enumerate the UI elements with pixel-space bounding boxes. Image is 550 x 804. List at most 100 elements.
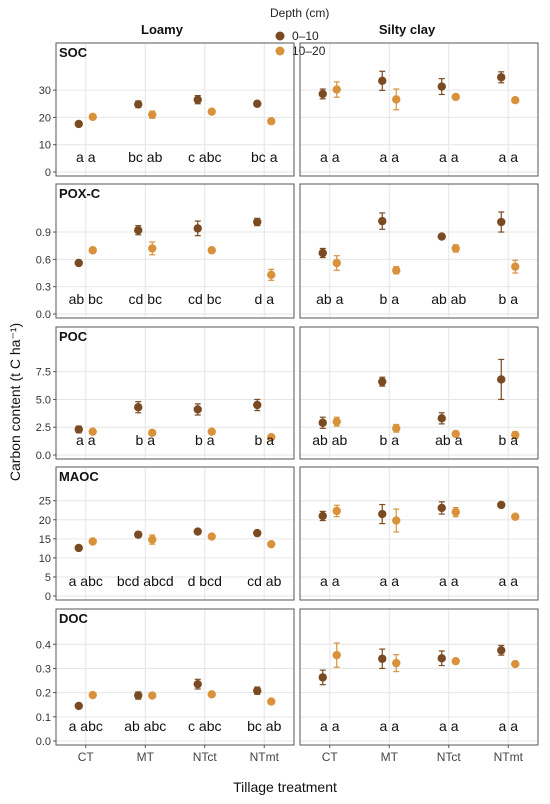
y-tick-label: 15: [39, 534, 51, 546]
row-label-soc: SOC: [59, 45, 88, 60]
data-point: [497, 375, 506, 384]
panel-maoc-loamy: 0 5 10 15 20 25 MAOC a abc bcd abcd d bcd cd ab: [39, 466, 295, 603]
data-point: [378, 76, 387, 86]
data-point: [437, 654, 446, 663]
significance-letters: a a: [76, 149, 96, 165]
significance-letters: a a: [320, 149, 340, 165]
y-tick-label: 0.3: [36, 282, 51, 294]
significance-letters: a a: [499, 573, 519, 589]
data-point: [88, 246, 97, 255]
y-tick-label: 5: [45, 572, 51, 584]
data-point: [253, 400, 262, 410]
significance-letters: a a: [380, 718, 400, 734]
significance-letters: ab ab: [431, 291, 466, 307]
data-point: [207, 246, 216, 255]
data-point: [148, 691, 157, 700]
data-point: [253, 686, 262, 695]
significance-letters: a a: [499, 718, 519, 734]
significance-letters: d bcd: [188, 573, 222, 589]
data-point: [134, 691, 143, 700]
data-point: [511, 512, 520, 521]
panel-poc-loamy: 0.0 2.5 5.0 7.5 POC a a b a b a b a: [36, 326, 295, 462]
y-tick-label: 7.5: [36, 367, 51, 379]
y-tick-label: 0.4: [36, 639, 51, 651]
data-point: [193, 679, 202, 689]
data-point: [148, 110, 157, 119]
data-point: [318, 418, 327, 427]
data-point: [267, 539, 276, 549]
legend-title: Depth (cm): [270, 6, 329, 20]
panel-frame: [55, 326, 295, 460]
significance-letters: a a: [439, 149, 459, 165]
panel-soc-loamy: 0 10 20 30 SOC a a bc ab c abc bc a: [39, 42, 295, 179]
data-point: [332, 506, 341, 516]
data-point: [148, 244, 157, 253]
significance-letters: bc ab: [128, 149, 162, 165]
panel-pox-c-loamy: 0.0 0.3 0.6 0.9 POX-C ab bc cd bc cd bc d a: [36, 183, 295, 321]
data-point: [74, 425, 83, 434]
data-point: [253, 217, 262, 227]
y-tick-label: 10: [39, 553, 51, 565]
data-point: [267, 117, 276, 126]
x-axis-label: Tillage treatment: [233, 779, 337, 795]
y-axis-label: Carbon content (t C ha⁻¹): [7, 323, 23, 481]
panel-frame: [299, 42, 539, 177]
x-tick-label: MT: [137, 750, 155, 764]
panel-doc-loamy: 0.0 0.1 0.2 0.3 0.4 DOC a abc ab abc c abc bc ab C…: [36, 608, 295, 764]
data-point: [134, 403, 143, 412]
legend: Depth (cm) 0–10 10–20: [270, 6, 329, 58]
legend-label-0-10: 0–10: [292, 29, 319, 43]
data-point: [267, 433, 276, 442]
data-point: [134, 530, 143, 539]
significance-letters: a abc: [69, 718, 103, 734]
data-point: [511, 430, 520, 440]
panel-frame: [299, 466, 539, 601]
data-point: [193, 95, 202, 104]
y-tick-label: 0.6: [36, 254, 51, 266]
data-point: [88, 537, 97, 546]
data-point: [451, 507, 460, 517]
data-point: [511, 262, 520, 271]
data-point: [437, 414, 446, 423]
data-point: [207, 690, 216, 699]
x-tick-label: NTmt: [494, 750, 524, 764]
significance-letters: a abc: [69, 573, 103, 589]
significance-letters: b a: [136, 432, 156, 448]
significance-letters: b a: [499, 432, 519, 448]
significance-letters: b a: [380, 432, 400, 448]
y-tick-label: 20: [39, 515, 51, 527]
data-point: [207, 532, 216, 541]
y-tick-label: 0.0: [36, 309, 51, 321]
panel-frame: [299, 183, 539, 319]
legend-swatch-10-20: [275, 46, 285, 56]
significance-letters: bc a: [251, 149, 278, 165]
panel-doc-silty-clay: a a a a a a a a CT MT NTct NTmt: [299, 608, 539, 764]
data-point: [207, 107, 216, 116]
x-tick-label: CT: [78, 750, 95, 764]
significance-letters: cd bc: [129, 291, 162, 307]
significance-letters: a a: [380, 149, 400, 165]
data-point: [332, 258, 341, 268]
significance-letters: a a: [439, 718, 459, 734]
significance-letters: c abc: [188, 149, 221, 165]
panel-pox-c-silty-clay: ab a b a ab ab b a: [299, 183, 539, 319]
row-label-maoc: MAOC: [59, 469, 99, 484]
y-tick-label: 5.0: [36, 394, 51, 406]
significance-letters: bc ab: [247, 718, 281, 734]
data-point: [497, 500, 506, 510]
data-point: [74, 258, 83, 268]
y-tick-label: 2.5: [36, 422, 51, 434]
panel-frame: [55, 42, 295, 177]
data-point: [511, 659, 520, 669]
data-point: [332, 417, 341, 426]
data-point: [392, 95, 401, 104]
significance-letters: b a: [499, 291, 519, 307]
data-point: [392, 424, 401, 433]
significance-letters: ab a: [435, 432, 462, 448]
y-tick-label: 0.1: [36, 712, 51, 724]
data-point: [207, 427, 216, 436]
